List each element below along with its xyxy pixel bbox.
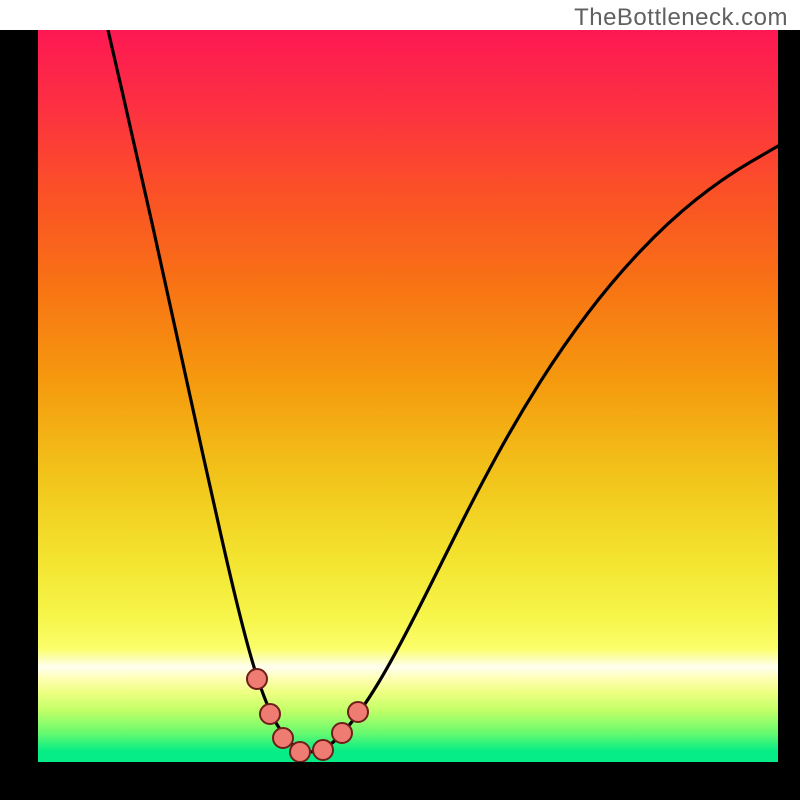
frame-right: [778, 30, 800, 800]
chart-overlay: [38, 30, 778, 762]
data-marker: [273, 728, 293, 748]
data-marker: [247, 669, 267, 689]
data-marker: [290, 742, 310, 762]
data-marker: [260, 704, 280, 724]
data-marker: [332, 723, 352, 743]
data-marker: [313, 740, 333, 760]
frame-left: [0, 30, 38, 800]
frame-bottom: [0, 762, 800, 800]
plot-area: [38, 30, 778, 762]
watermark-text: TheBottleneck.com: [574, 4, 788, 32]
data-marker: [348, 702, 368, 722]
bottleneck-curve: [108, 30, 778, 752]
stage: TheBottleneck.com: [0, 0, 800, 800]
